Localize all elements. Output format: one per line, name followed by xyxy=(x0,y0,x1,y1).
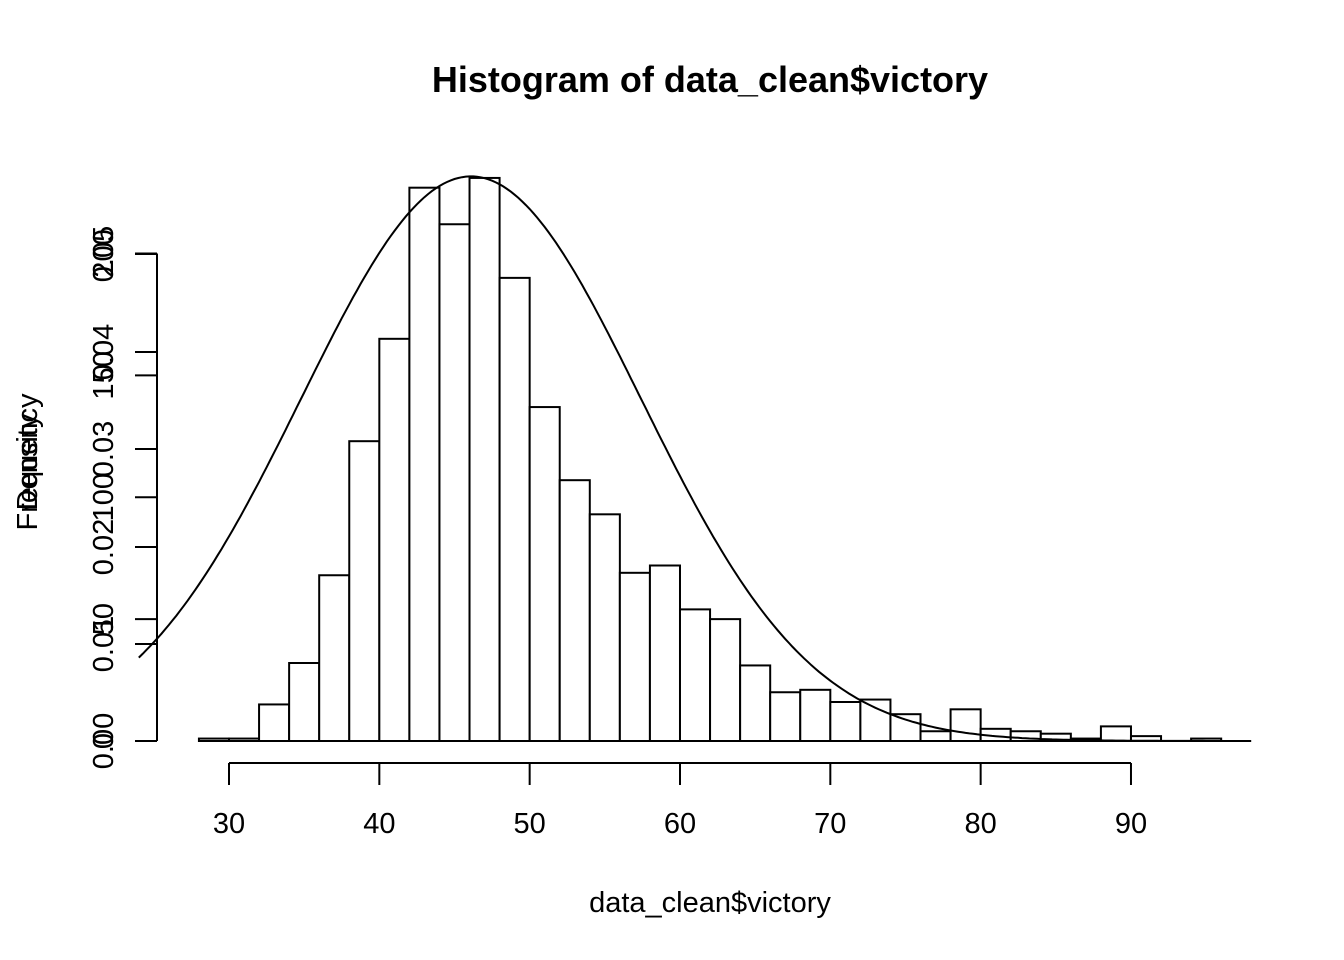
histogram-bar xyxy=(258,703,291,742)
density-curve xyxy=(138,175,1252,742)
y-tick-label-density: 0.02 xyxy=(88,519,120,575)
bars-group xyxy=(197,176,1223,743)
y-tick-label-density: 0.03 xyxy=(88,421,120,477)
y-axis-density: 0.00 0.01 0.02 0.03 0.04 0.05 xyxy=(88,226,158,769)
histogram-bar xyxy=(618,571,651,742)
histogram-bar xyxy=(408,186,441,742)
histogram-bar xyxy=(648,564,681,742)
y-tick-label-density: 0.05 xyxy=(88,226,120,282)
y-axis-label-frequency: Frequency xyxy=(12,393,44,531)
histogram-bar xyxy=(588,513,621,742)
histogram-bar xyxy=(859,698,892,742)
chart-title: Histogram of data_clean$victory xyxy=(432,59,988,100)
y-tick-label-frequency: 100 xyxy=(88,473,120,521)
x-tick-label: 60 xyxy=(664,808,696,840)
y-tick-label-frequency: 200 xyxy=(88,229,120,277)
histogram-bar xyxy=(1099,725,1132,742)
x-tick-label: 90 xyxy=(1115,808,1147,840)
x-tick-label: 50 xyxy=(514,808,546,840)
histogram-bar xyxy=(739,664,772,742)
y-tick-label-density: 0.01 xyxy=(88,616,120,672)
histogram-bar xyxy=(528,406,561,742)
histogram-bar xyxy=(558,479,591,742)
histogram-bar xyxy=(709,618,742,742)
y-tick-label-density: 0.04 xyxy=(88,324,120,380)
x-axis: 30 40 50 60 70 80 90 xyxy=(213,762,1147,840)
y-tick-label-frequency: 50 xyxy=(88,603,120,635)
x-tick-label: 70 xyxy=(814,808,846,840)
histogram-bar xyxy=(228,737,261,742)
histogram-bar xyxy=(468,176,501,742)
histogram-bar xyxy=(438,223,471,742)
y-tick-label-frequency: 150 xyxy=(88,351,120,399)
histogram-bar xyxy=(769,691,802,742)
histogram-bar xyxy=(889,713,922,742)
histogram-bar xyxy=(829,701,862,742)
histogram-bar xyxy=(678,608,712,742)
histogram-bar xyxy=(498,276,531,742)
histogram-bar xyxy=(348,440,381,742)
y-tick-label-frequency: 0 xyxy=(88,733,120,749)
histogram-bar xyxy=(378,337,411,742)
histogram-bar xyxy=(318,574,351,742)
x-tick-label: 30 xyxy=(213,808,245,840)
x-axis-label: data_clean$victory xyxy=(589,887,831,919)
histogram-bar xyxy=(799,688,832,742)
y-tick-label-density: 0.00 xyxy=(88,713,120,769)
y-axis-label-density: Density xyxy=(12,413,44,510)
histogram-bar xyxy=(949,708,982,742)
x-tick-label: 40 xyxy=(363,808,395,840)
x-tick-label: 80 xyxy=(965,808,997,840)
histogram-bar xyxy=(919,730,952,742)
histogram-bar xyxy=(288,662,321,742)
histogram-bar xyxy=(197,737,231,742)
histogram-bar xyxy=(1039,732,1072,742)
